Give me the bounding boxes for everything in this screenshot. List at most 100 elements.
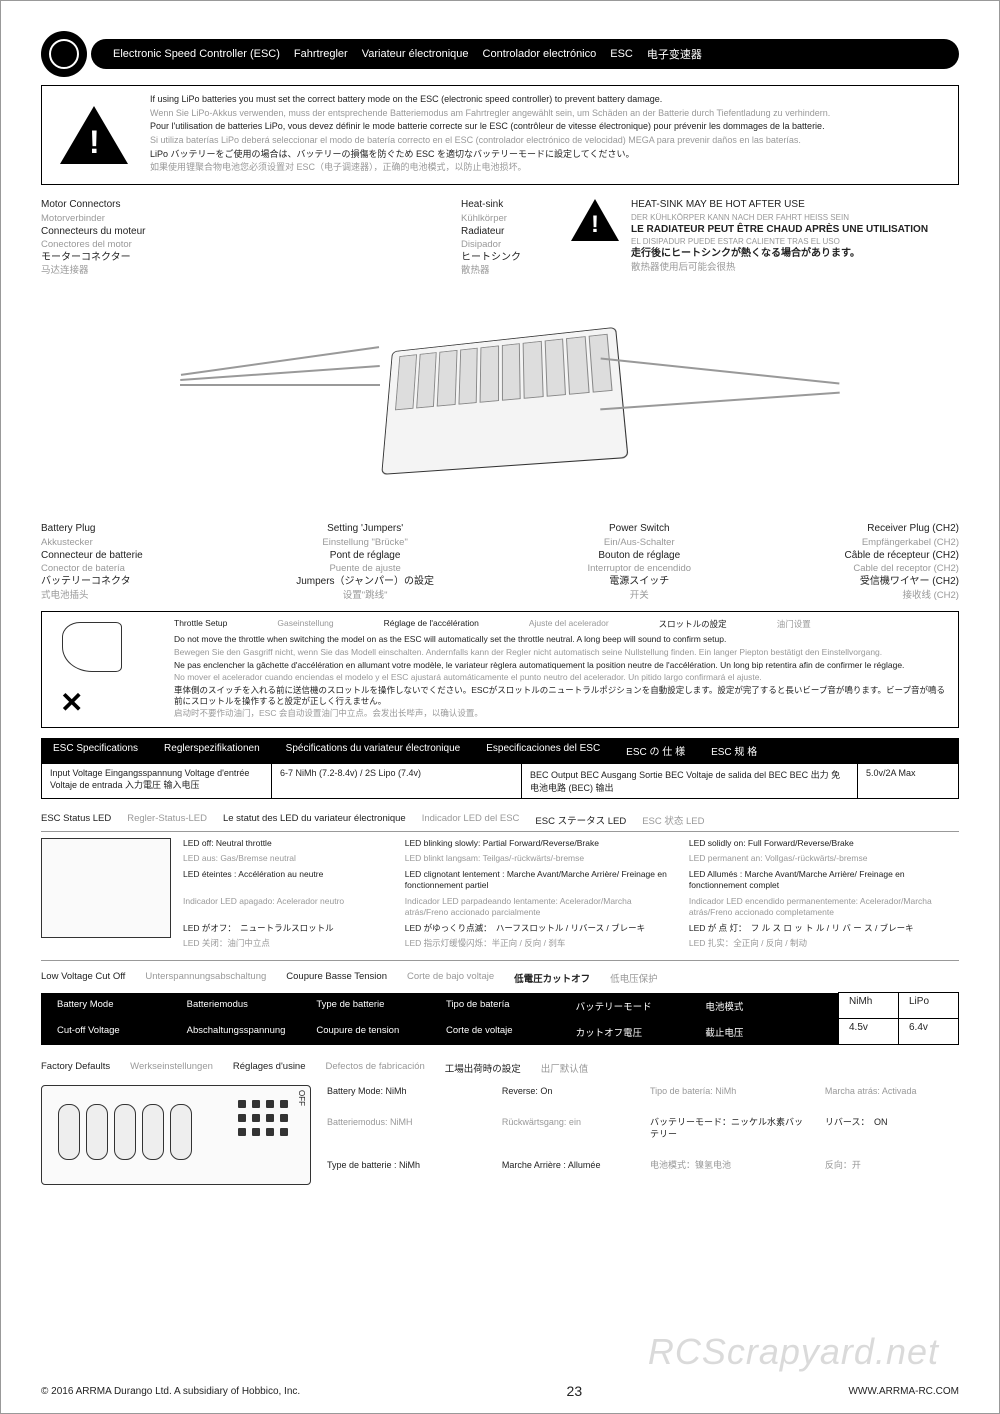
throttle-fr: Ne pas enclencher la gâchette d'accéléra… (174, 660, 948, 671)
off-label: OFF (297, 1090, 306, 1106)
throttle-cn: 启动时不要作动油门，ESC 会自动设置油门中立点。会发出长哔声，以确认设置。 (174, 708, 948, 719)
lvco-t4: 低電圧カットオフ (514, 971, 590, 985)
heatsink-en: Heat-sink (461, 199, 571, 212)
lvco-r1-4: バッテリーモード (570, 996, 700, 1016)
battery-jp: バッテリーコネクタ (41, 576, 143, 589)
header-titles: Electronic Speed Controller (ESC) Fahrtr… (91, 39, 959, 69)
throttle-en: Do not move the throttle when switching … (174, 634, 948, 645)
lvco-r1-2: Type de batterie (310, 996, 440, 1016)
heatsink-jp: ヒートシンク (461, 252, 571, 265)
heatwarn-jp: 走行後にヒートシンクが熱くなる場合があります。 (631, 248, 928, 261)
led1-de: LED aus: Gas/Bremse neutral (183, 853, 391, 864)
led-t1: Regler-Status-LED (127, 813, 207, 827)
led3-de: LED permanent an: Vollgas/-rückwärts/-br… (689, 853, 959, 864)
throttle-title-cn: 油门设置 (777, 618, 811, 630)
led-t3: Indicador LED del ESC (422, 813, 520, 827)
factory-t4: 工場出荷時の設定 (445, 1061, 521, 1075)
receiver-de: Empfängerkabel (CH2) (844, 537, 959, 549)
bottom-labels: Battery Plug Akkustecker Connecteur de b… (41, 523, 959, 601)
jumpers-de: Einstellung "Brücke" (296, 537, 434, 549)
factory-t3: Defectos de fabricación (326, 1061, 425, 1075)
battery-es: Conector de batería (41, 563, 143, 575)
throttle-text: Throttle Setup Gaseinstellung Réglage de… (174, 618, 948, 720)
lvco-row2: Cut-off Voltage Abschaltungsspannung Cou… (41, 1019, 839, 1045)
label-heatsink: Heat-sink Kühlkörper Radiateur Disipador… (461, 199, 571, 277)
led2-es: Indicador LED parpadeando lentamente: Ac… (405, 896, 675, 919)
lvco-t1: Unterspannungsabschaltung (145, 971, 266, 985)
heatsink-fr: Radiateur (461, 226, 571, 239)
x-mark-icon: ✕ (60, 686, 83, 719)
label-jumpers: Setting 'Jumpers' Einstellung "Brücke" P… (296, 523, 434, 601)
led2-jp: LED がゆっくり点滅： ハーフスロットル / リバース / ブレーキ (405, 923, 675, 934)
receiver-jp: 受信機ワイヤー (CH2) (844, 576, 959, 589)
fd-c4c: 反向：开 (825, 1159, 959, 1184)
label-receiver: Receiver Plug (CH2) Empfängerkabel (CH2)… (844, 523, 959, 601)
website-url: WWW.ARRMA-RC.COM (848, 1386, 959, 1397)
spec-t0: ESC Specifications (53, 743, 138, 758)
led-t2: Le statut des LED du variateur électroni… (223, 813, 406, 827)
led1-cn: LED 关闭：油门中立点 (183, 938, 391, 949)
battery-fr: Connecteur de batterie (41, 550, 143, 563)
led-status-grid: LED off: Neutral throttle LED blinking s… (183, 838, 959, 950)
header-title-jp: ESC (610, 48, 633, 60)
led-t4: ESC ステータス LED (535, 813, 626, 827)
led1-jp: LED がオフ： ニュートラルスロットル (183, 923, 391, 934)
motor-cn: 马达连接器 (41, 265, 251, 277)
factory-header: Factory Defaults Werkseinstellungen Régl… (41, 1057, 959, 1079)
led2-fr: LED clignotant lentement : Marche Avant/… (405, 869, 675, 892)
spec-t2: Spécifications du variateur électronique (286, 743, 461, 758)
led2-en: LED blinking slowly: Partial Forward/Rev… (405, 838, 675, 849)
motor-de: Motorverbinder (41, 213, 251, 225)
header-title-fr: Variateur électronique (362, 48, 469, 60)
warn-fr: Pour l'utilisation de batteries LiPo, vo… (150, 121, 830, 133)
battery-cn: 式电池插头 (41, 590, 143, 602)
spec-t5: ESC 规 格 (711, 743, 757, 758)
lvco-v2b: 6.4v (898, 1018, 959, 1045)
header-title-cn: 电子变速器 (647, 46, 702, 62)
power-jp: 電源スイッチ (588, 576, 692, 589)
lvco-r2-2: Coupure de tension (310, 1022, 440, 1042)
heatsink-de: Kühlkörper (461, 213, 571, 225)
factory-t1: Werkseinstellungen (130, 1061, 213, 1075)
led-section: ESC Status LED Regler-Status-LED Le stat… (41, 809, 959, 950)
warning-text: If using LiPo batteries you must set the… (150, 94, 830, 176)
jumpers-es: Puente de ajuste (296, 563, 434, 575)
factory-t0: Factory Defaults (41, 1061, 110, 1075)
power-en: Power Switch (588, 523, 692, 536)
led-diagram-icon (41, 838, 171, 938)
lvco-t5: 低电压保护 (610, 971, 658, 985)
led3-fr: LED Allumés : Marche Avant/Marche Arrièr… (689, 869, 959, 892)
factory-body: OFF Battery Mode: NiMh Reverse: On Tipo … (41, 1085, 959, 1185)
motor-en: Motor Connectors (41, 199, 251, 212)
lvco-values: NiMh LiPo 4.5v 6.4v (839, 993, 959, 1045)
heatsink-es: Disipador (461, 239, 571, 251)
warn-en: If using LiPo batteries you must set the… (150, 94, 830, 106)
factory-t5: 出厂默认值 (541, 1061, 589, 1075)
throttle-title-en: Throttle Setup (174, 618, 227, 630)
lvco-r2-0: Cut-off Voltage (51, 1022, 181, 1042)
heatwarn-fr: LE RADIATEUR PEUT ÊTRE CHAUD APRÈS UNE U… (631, 224, 928, 237)
led2-de: LED blinkt langsam: Teilgas/-rückwärts/-… (405, 853, 675, 864)
fd-c2c: Marche Arrière : Allumée (502, 1159, 636, 1184)
lvco-r1-3: Tipo de batería (440, 996, 570, 1016)
jumpers-jp: Jumpers（ジャンパー）の設定 (296, 576, 434, 589)
lvco-r2-1: Abschaltungsspannung (181, 1022, 311, 1042)
led3-jp: LED が 点 灯： フ ル ス ロ ッ ト ル / リ バ ー ス / ブレー… (689, 923, 959, 934)
factory-t2: Réglages d'usine (233, 1061, 306, 1075)
page: Electronic Speed Controller (ESC) Fahrtr… (0, 0, 1000, 1414)
lvco-r2-3: Corte de voltaje (440, 1022, 570, 1042)
lvco-table: Battery Mode Batteriemodus Type de batte… (41, 993, 959, 1045)
led1-es: Indicador LED apagado: Acelerador neutro (183, 896, 391, 919)
power-cn: 开关 (588, 590, 692, 602)
warn-cn: 如果使用锂聚合物电池您必须设置对 ESC（电子调速器），正确的电池模式，以防止电… (150, 162, 830, 174)
copyright: © 2016 ARRMA Durango Ltd. A subsidiary o… (41, 1386, 300, 1397)
led1-fr: LED éteintes : Accélération au neutre (183, 869, 391, 892)
spec-bec-label: BEC Output BEC Ausgang Sortie BEC Voltaj… (522, 764, 858, 798)
esc-diagram (41, 285, 959, 515)
heatwarn-cn: 散热器使用后可能会很热 (631, 262, 928, 274)
lvco-r2-5: 截止电压 (699, 1022, 829, 1042)
heatwarn-en: HEAT-SINK MAY BE HOT AFTER USE (631, 199, 928, 212)
fd-c1b: Batteriemodus: NiMH (327, 1116, 488, 1154)
section-header: Electronic Speed Controller (ESC) Fahrtr… (41, 31, 959, 77)
receiver-cn: 接收线 (CH2) (844, 590, 959, 602)
